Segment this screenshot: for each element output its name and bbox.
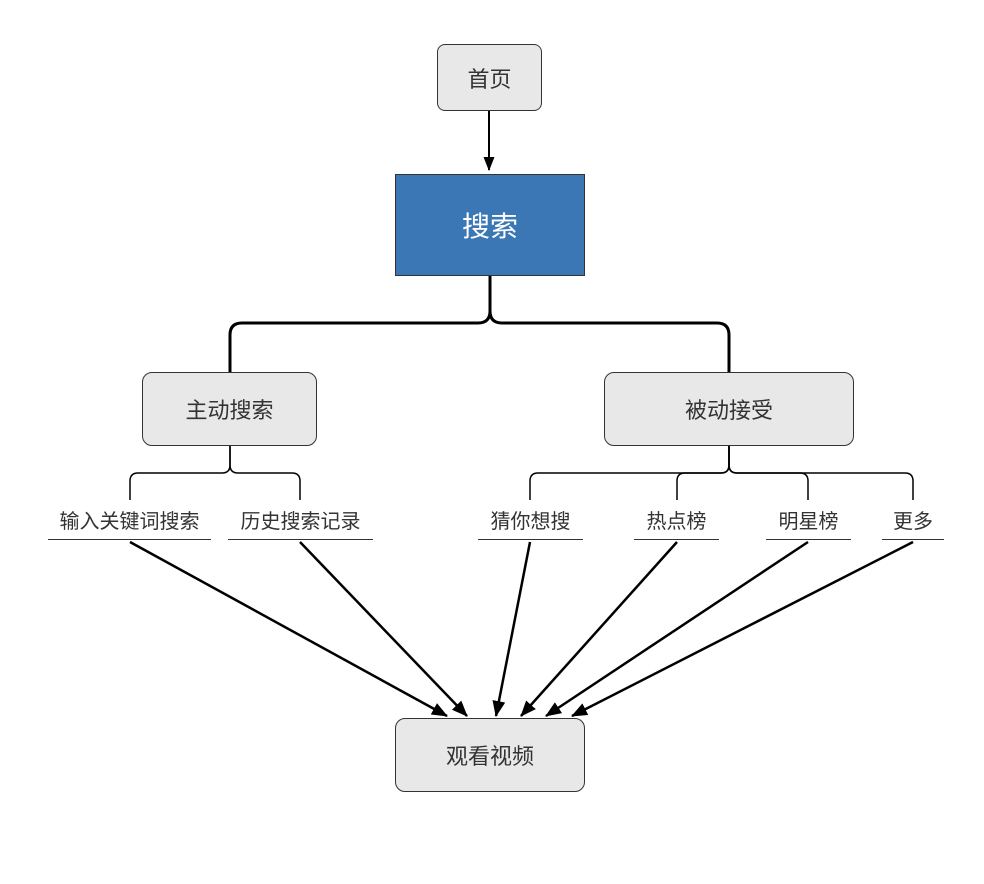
node-leaf4: 热点榜 (634, 500, 719, 540)
node-leaf6: 更多 (882, 500, 944, 540)
edge-leaf1-watch (130, 542, 447, 716)
node-label-search: 搜索 (462, 205, 518, 245)
edge-active-leaf1 (130, 446, 230, 500)
edge-active-leaf2 (230, 446, 300, 500)
node-label-active: 主动搜索 (185, 393, 273, 425)
edge-passive-leaf4 (677, 446, 729, 500)
node-leaf5: 明星榜 (766, 500, 851, 540)
node-active: 主动搜索 (142, 372, 317, 446)
node-label-leaf3: 猜你想搜 (491, 505, 571, 534)
edge-passive-leaf3 (530, 446, 729, 500)
edge-passive-leaf6 (729, 446, 913, 500)
node-leaf2: 历史搜索记录 (228, 500, 373, 540)
node-label-passive: 被动接受 (685, 393, 773, 425)
edge-leaf6-watch (572, 542, 913, 716)
node-label-home: 首页 (467, 62, 511, 94)
edge-leaf3-watch (496, 542, 530, 716)
edge-leaf5-watch (546, 542, 808, 716)
node-label-leaf6: 更多 (893, 505, 933, 534)
node-watch: 观看视频 (395, 718, 585, 792)
node-leaf1: 输入关键词搜索 (48, 500, 211, 540)
node-home: 首页 (437, 44, 542, 111)
edge-search-active (230, 276, 490, 372)
node-leaf3: 猜你想搜 (478, 500, 583, 540)
edge-leaf4-watch (521, 542, 677, 716)
node-label-leaf1: 输入关键词搜索 (60, 505, 200, 534)
node-passive: 被动接受 (604, 372, 854, 446)
node-label-watch: 观看视频 (446, 739, 534, 771)
node-label-leaf2: 历史搜索记录 (241, 505, 361, 534)
diagram-canvas: 首页搜索主动搜索 被动接受输入关键词搜索 历史搜索记录 猜你想搜 热点榜 明星榜 更多观看视… (0, 0, 984, 884)
edge-passive-leaf5 (729, 446, 808, 500)
node-label-leaf5: 明星榜 (779, 505, 839, 534)
edge-leaf2-watch (300, 542, 467, 716)
node-label-leaf4: 热点榜 (647, 505, 707, 534)
node-search: 搜索 (395, 174, 585, 276)
edge-search-passive (490, 276, 729, 372)
